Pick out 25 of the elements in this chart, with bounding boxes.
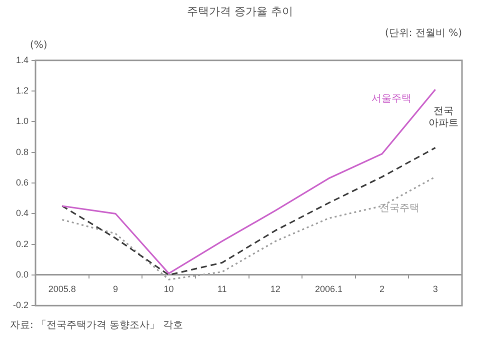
y-tick-label: 0.8 xyxy=(16,146,29,157)
x-tick-label: 2006.1 xyxy=(314,284,342,294)
series-label: 전국주택 xyxy=(379,202,420,214)
y-axis-title: (%) xyxy=(30,40,48,51)
x-tick-label: 9 xyxy=(112,284,118,294)
x-tick-label: 2005.8 xyxy=(48,284,76,294)
y-tick-label: 0.0 xyxy=(16,269,29,280)
x-tick-label: 11 xyxy=(217,284,227,294)
line-series xyxy=(61,146,436,276)
y-tick-label: 1.2 xyxy=(16,86,29,96)
chart-subtitle: (단위: 전월비 %) xyxy=(384,27,462,40)
text: 자료: 「전국주택가격 동향조사」 각호 xyxy=(10,318,183,332)
x-tick-label: 12 xyxy=(270,284,280,294)
y-tick-label: 1.0 xyxy=(16,116,29,126)
y-tick-label: 0.2 xyxy=(16,238,29,249)
x-tick-label: 3 xyxy=(432,284,438,294)
text: 전국 아파트 xyxy=(428,106,458,129)
chart-title: 주택가격 증가율 추이 xyxy=(186,4,294,19)
series-label: 서울주택 xyxy=(371,94,412,105)
x-tick-label: 10 xyxy=(164,284,174,294)
y-tick-label: 1.4 xyxy=(16,54,29,65)
y-tick-label: 0.6 xyxy=(16,177,29,188)
y-tick-label: 0.4 xyxy=(16,208,29,218)
y-tick-label: -0.2 xyxy=(12,300,29,310)
x-tick-label: 2 xyxy=(380,284,385,294)
